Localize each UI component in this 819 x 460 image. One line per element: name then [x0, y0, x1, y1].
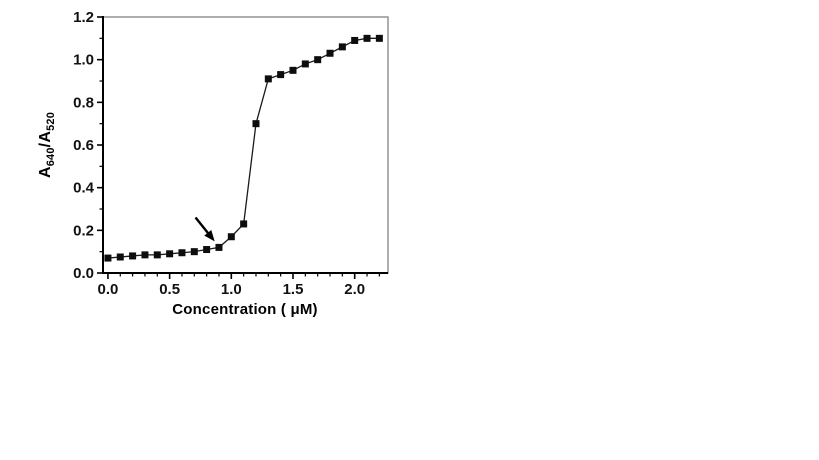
annotation-arrowhead — [204, 230, 215, 242]
sigmoid-titration-chart: 0.0 0.5 1.0 1.5 2.0 0.0 0.2 0.4 0.6 0.8 1.0 1.2 Con… — [0, 0, 430, 340]
y-tick-label: 0.2 — [73, 222, 94, 239]
data-point-marker — [326, 49, 334, 57]
y-axis-label-text: /A — [37, 130, 54, 148]
y-tick-label: 0.4 — [73, 180, 95, 197]
y-axis-label-subscript: 640 — [45, 147, 57, 167]
data-point-marker — [314, 56, 322, 64]
x-tick-label: 1.5 — [283, 281, 304, 298]
data-point-marker — [351, 36, 359, 44]
y-tick-label: 1.0 — [73, 52, 94, 69]
data-point-marker — [129, 252, 137, 260]
data-point-marker — [252, 120, 260, 128]
data-point-marker — [116, 253, 124, 261]
x-tick-label: 0.0 — [98, 281, 119, 298]
x-tick-label: 2.0 — [344, 281, 365, 298]
data-point-marker — [338, 43, 346, 51]
data-point-marker — [104, 254, 112, 262]
y-axis-label-subscript: 520 — [45, 111, 57, 131]
plot-frame — [102, 16, 389, 274]
y-axis-label: A640/A520 — [37, 111, 57, 179]
data-point-marker — [190, 248, 198, 256]
x-axis-label: Concentration ( μM) — [172, 301, 318, 318]
data-point-marker — [375, 34, 383, 42]
data-point-marker — [227, 233, 235, 241]
data-point-marker — [301, 60, 309, 68]
data-point-marker — [215, 243, 223, 251]
data-point-marker — [178, 249, 186, 257]
data-point-marker — [277, 71, 285, 79]
y-tick-label: 0.6 — [73, 137, 94, 154]
plot-area: 0.0 0.5 1.0 1.5 2.0 0.0 0.2 0.4 0.6 0.8 1.0 1.2 — [73, 9, 389, 298]
y-axis-label-text: A — [37, 166, 54, 179]
x-tick-label: 1.0 — [221, 281, 242, 298]
data-point-marker — [153, 251, 161, 259]
data-point-marker — [141, 251, 149, 259]
data-point-marker — [363, 34, 371, 42]
y-tick-label: 1.2 — [73, 9, 94, 26]
data-point-marker — [240, 220, 248, 228]
data-point-marker — [166, 250, 174, 258]
annotation-arrow-shaft — [194, 216, 211, 236]
data-point-marker — [264, 75, 272, 83]
x-tick-label: 0.5 — [159, 281, 180, 298]
data-point-marker — [289, 66, 297, 74]
y-tick-label: 0.8 — [73, 94, 94, 111]
y-tick-label: 0.0 — [73, 265, 94, 282]
data-point-marker — [203, 246, 211, 254]
